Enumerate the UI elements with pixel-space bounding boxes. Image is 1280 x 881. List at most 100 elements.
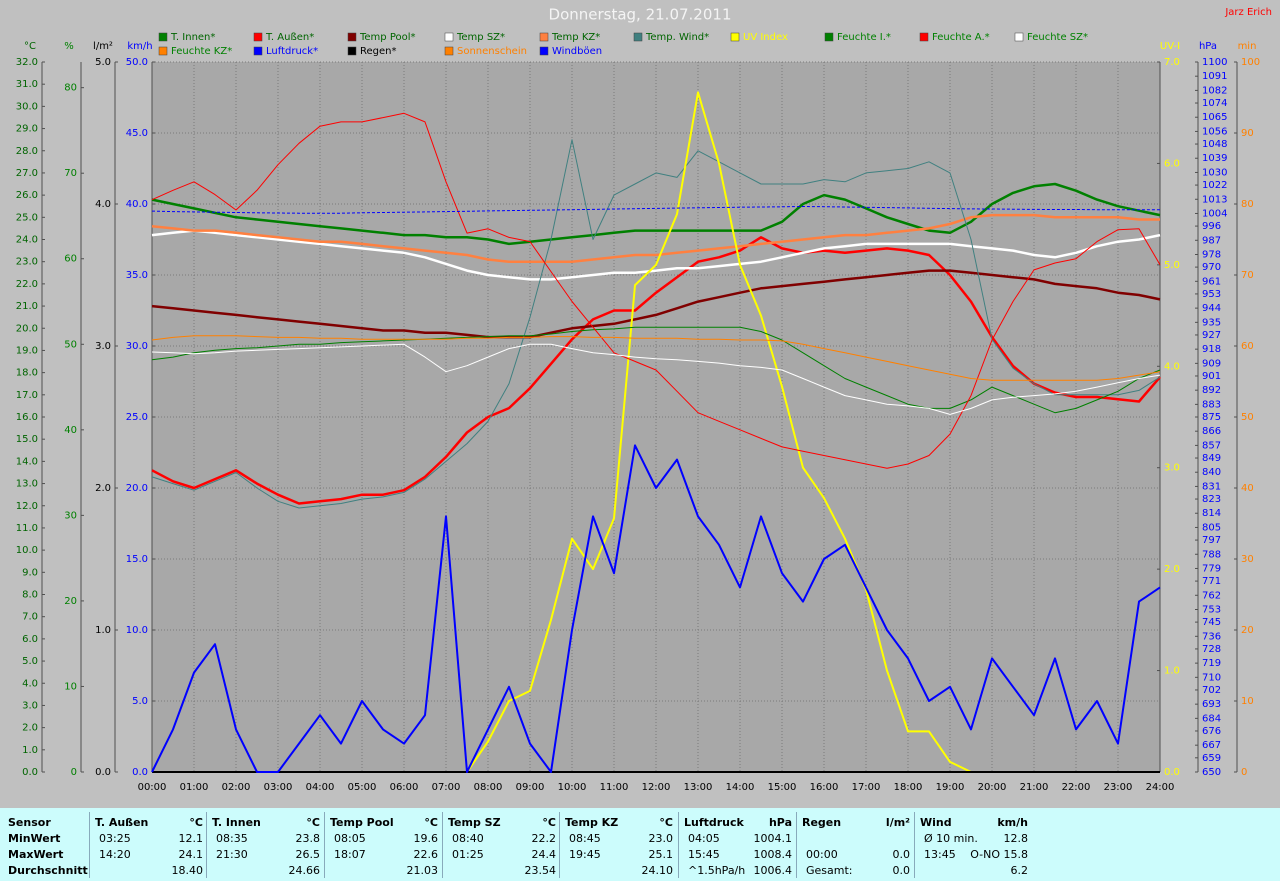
y-tick-label: 8.0 xyxy=(22,590,38,601)
cell-time: 15:45 xyxy=(688,848,720,861)
y-tick-label: 14.0 xyxy=(16,456,38,467)
y-tick-label: 667 xyxy=(1202,740,1221,751)
cell-value: 0.0 xyxy=(892,848,911,861)
y-tick-label: 31.0 xyxy=(16,79,38,90)
y-tick-label: 15.0 xyxy=(126,554,148,565)
y-tick-label: 901 xyxy=(1202,371,1221,382)
y-tick-label: 892 xyxy=(1202,385,1221,396)
y-tick-label: 60 xyxy=(64,254,77,265)
column-unit: °C xyxy=(542,816,556,829)
x-tick-label: 06:00 xyxy=(390,782,419,793)
cell-time: ^1.5hPa/h xyxy=(688,864,746,877)
y-tick-label: 927 xyxy=(1202,330,1221,341)
y-tick-label: 1.0 xyxy=(95,625,111,636)
y-tick-label: 21.0 xyxy=(16,301,38,312)
cell-time: 04:05 xyxy=(688,832,720,845)
legend-label: Feuchte A.* xyxy=(932,32,990,43)
cell-time: 08:40 xyxy=(452,832,484,845)
y-tick-label: 25.0 xyxy=(16,212,38,223)
y-tick-label: 961 xyxy=(1202,276,1221,287)
column-separator xyxy=(559,812,560,878)
y-tick-label: 50 xyxy=(1241,412,1254,423)
y-tick-label: 1048 xyxy=(1202,139,1227,150)
cell-time: 19:45 xyxy=(569,848,601,861)
y-tick-label: 30 xyxy=(64,510,77,521)
axis-unit: °C xyxy=(24,41,36,52)
column-separator xyxy=(324,812,325,878)
axis-unit: l/m² xyxy=(93,41,113,52)
y-tick-label: 3.0 xyxy=(1164,463,1180,474)
y-tick-label: 30.0 xyxy=(16,101,38,112)
stats-header: Sensor xyxy=(8,816,51,829)
y-tick-label: 4.0 xyxy=(22,678,38,689)
legend-swatch xyxy=(158,46,168,56)
cell-time: Gesamt: xyxy=(806,864,853,877)
y-tick-label: 0.0 xyxy=(1164,767,1180,778)
y-tick-label: 659 xyxy=(1202,753,1221,764)
x-tick-label: 07:00 xyxy=(432,782,461,793)
x-tick-label: 14:00 xyxy=(726,782,755,793)
y-tick-label: 702 xyxy=(1202,685,1221,696)
column-separator xyxy=(442,812,443,878)
y-tick-label: 3.0 xyxy=(95,341,111,352)
column-name: T. Innen xyxy=(212,816,261,829)
y-tick-label: 20 xyxy=(1241,625,1254,636)
y-tick-label: 100 xyxy=(1241,57,1260,68)
legend-label: Regen* xyxy=(360,46,397,57)
legend-label: Feuchte SZ* xyxy=(1027,32,1088,43)
legend-swatch xyxy=(444,32,454,42)
y-tick-label: 10.0 xyxy=(16,545,38,556)
cell-value: 1006.4 xyxy=(753,864,793,877)
legend-swatch xyxy=(253,46,263,56)
axis-unit: km/h xyxy=(127,41,152,52)
y-tick-label: 745 xyxy=(1202,617,1221,628)
x-tick-label: 01:00 xyxy=(180,782,209,793)
cell-time: 08:05 xyxy=(334,832,366,845)
y-tick-label: 1065 xyxy=(1202,112,1227,123)
y-tick-label: 805 xyxy=(1202,522,1221,533)
column-name: Temp SZ xyxy=(448,816,501,829)
cell-value: 19.6 xyxy=(413,832,439,845)
legend-swatch xyxy=(347,46,357,56)
y-tick-label: 883 xyxy=(1202,399,1221,410)
series-line xyxy=(151,343,1161,415)
y-tick-label: 9.0 xyxy=(22,567,38,578)
y-tick-label: 70 xyxy=(64,168,77,179)
x-tick-label: 15:00 xyxy=(768,782,797,793)
y-tick-label: 4.0 xyxy=(1164,361,1180,372)
y-tick-label: 5.0 xyxy=(132,696,148,707)
y-tick-label: 20.0 xyxy=(16,323,38,334)
legend-swatch xyxy=(824,32,834,42)
y-tick-label: 10 xyxy=(1241,696,1254,707)
y-tick-label: 60 xyxy=(1241,341,1254,352)
y-tick-label: 29.0 xyxy=(16,124,38,135)
y-tick-label: 0.0 xyxy=(132,767,148,778)
row-label: MinWert xyxy=(8,832,61,845)
y-tick-label: 788 xyxy=(1202,549,1221,560)
x-tick-label: 23:00 xyxy=(1104,782,1133,793)
cell-value: 23.54 xyxy=(524,864,557,877)
y-tick-label: 40 xyxy=(64,425,77,436)
y-tick-label: 1091 xyxy=(1202,71,1227,82)
y-tick-label: 90 xyxy=(1241,128,1254,139)
cell-value: 24.4 xyxy=(531,848,557,861)
legend-swatch xyxy=(539,32,549,42)
y-tick-label: 45.0 xyxy=(126,128,148,139)
y-tick-label: 1.0 xyxy=(1164,666,1180,677)
cell-value: 1008.4 xyxy=(753,848,793,861)
legend-label: UV Index xyxy=(743,32,788,43)
cell-time: 18:07 xyxy=(334,848,366,861)
y-tick-label: 1100 xyxy=(1202,57,1227,68)
legend-swatch xyxy=(633,32,643,42)
cell-time: 00:00 xyxy=(806,848,838,861)
row-label: MaxWert xyxy=(8,848,64,861)
cell-value: O-NO 15.8 xyxy=(970,848,1028,861)
y-tick-label: 866 xyxy=(1202,426,1221,437)
y-tick-label: 1082 xyxy=(1202,85,1227,96)
legend-label: Temp KZ* xyxy=(551,32,600,43)
y-tick-label: 80 xyxy=(64,83,77,94)
legend-label: Sonnenschein xyxy=(457,46,527,57)
cell-value: 23.0 xyxy=(648,832,674,845)
column-name: Temp KZ xyxy=(565,816,619,829)
